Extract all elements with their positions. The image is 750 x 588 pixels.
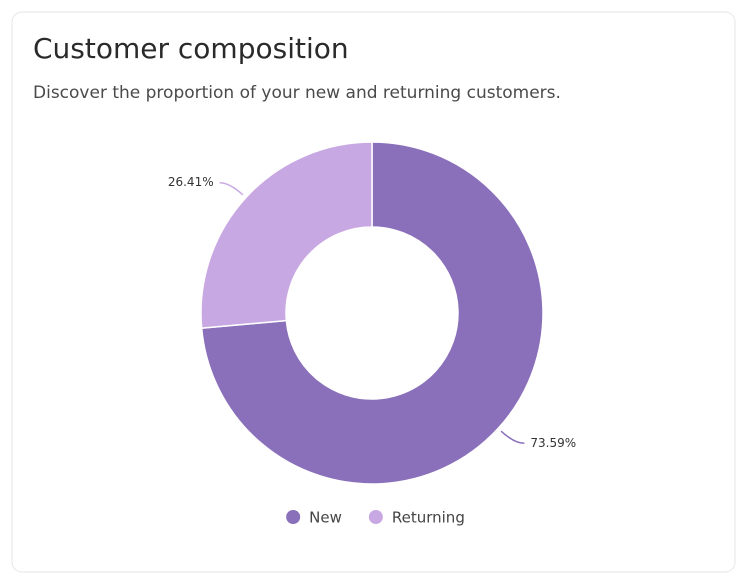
legend: New Returning <box>286 509 465 527</box>
leader-line <box>500 430 525 445</box>
legend-swatch <box>368 510 383 524</box>
data-label: 26.41% <box>168 175 214 189</box>
legend-label: Returning <box>392 509 465 527</box>
chart-title: Customer composition <box>33 32 349 65</box>
data-label: 73.59% <box>530 436 576 450</box>
donut: 73.59% 26.41% <box>168 141 576 485</box>
leader-line <box>219 181 244 196</box>
slice <box>200 141 544 485</box>
slice <box>200 141 373 329</box>
legend-label: New <box>309 509 342 527</box>
chart-subtitle: Discover the proportion of your new and … <box>33 83 561 103</box>
legend-item: Returning <box>368 509 465 527</box>
legend-item: New <box>286 509 342 527</box>
legend-swatch <box>286 510 301 524</box>
card-border <box>11 11 736 573</box>
